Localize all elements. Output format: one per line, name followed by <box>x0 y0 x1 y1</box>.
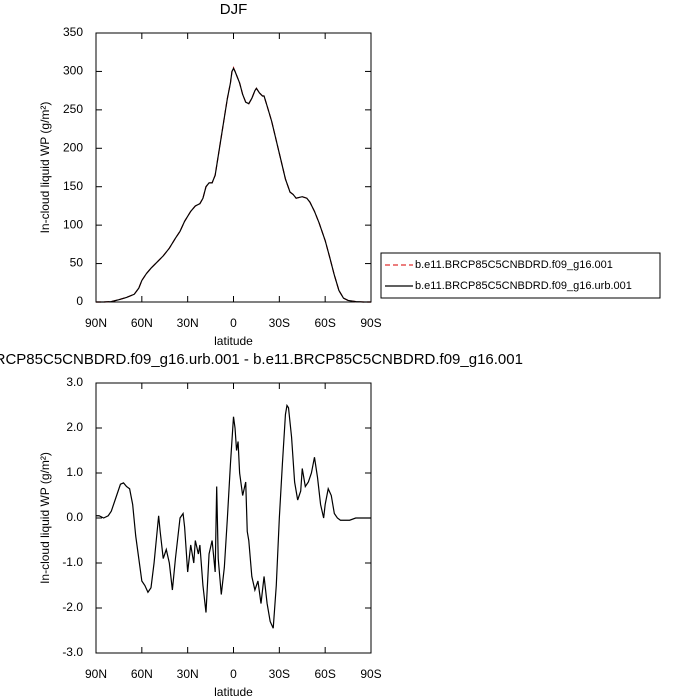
x-tick-label: 30N <box>177 667 199 681</box>
x-tick-label: 90S <box>360 316 381 330</box>
x-tick-label: 30S <box>269 316 290 330</box>
x-tick-label: 30S <box>269 667 290 681</box>
y-tick-label: -1.0 <box>62 555 83 569</box>
y-tick-label: 150 <box>63 179 83 193</box>
y-tick-label: 350 <box>63 25 83 39</box>
x-tick-label: 90N <box>85 316 107 330</box>
x-tick-label: 30N <box>177 316 199 330</box>
x-tick-label: 60N <box>131 316 153 330</box>
chart-title: b.e11.BRCP85C5CNBDRD.f09_g16.urb.001 - b… <box>0 351 523 368</box>
y-axis-label: In-cloud liquid WP (g/m²) <box>38 452 52 584</box>
y-tick-label: 2.0 <box>66 420 83 434</box>
y-axis-label: In-cloud liquid WP (g/m²) <box>38 102 52 234</box>
plot-frame <box>95 32 372 303</box>
y-tick-label: 50 <box>70 256 84 270</box>
y-tick-label: 200 <box>63 140 83 154</box>
y-tick-label: -2.0 <box>62 600 83 614</box>
legend-entry: b.e11.BRCP85C5CNBDRD.f09_g16.urb.001 <box>415 280 632 292</box>
chart-title: DJF <box>220 1 248 18</box>
x-tick-label: 90N <box>85 667 107 681</box>
data-line <box>96 65 371 303</box>
x-tick-label: 0 <box>230 667 237 681</box>
x-tick-label: 60S <box>314 667 335 681</box>
x-tick-label: 90S <box>360 667 381 681</box>
y-tick-label: 100 <box>63 217 83 231</box>
data-line <box>96 67 371 303</box>
x-axis-label: latitude <box>214 685 253 699</box>
y-tick-label: 1.0 <box>66 465 83 479</box>
data-line <box>96 403 371 629</box>
x-tick-label: 60N <box>131 667 153 681</box>
legend-entry: b.e11.BRCP85C5CNBDRD.f09_g16.001 <box>415 259 613 271</box>
x-axis-label: latitude <box>214 334 253 348</box>
y-tick-label: 0.0 <box>66 510 83 524</box>
legend-box <box>380 252 661 299</box>
y-tick-label: 250 <box>63 102 83 116</box>
x-tick-label: 60S <box>314 316 335 330</box>
y-tick-label: 0 <box>76 294 83 308</box>
y-tick-label: 300 <box>63 64 83 78</box>
y-tick-label: -3.0 <box>62 645 83 659</box>
y-tick-label: 3.0 <box>66 375 83 389</box>
x-tick-label: 0 <box>230 316 237 330</box>
